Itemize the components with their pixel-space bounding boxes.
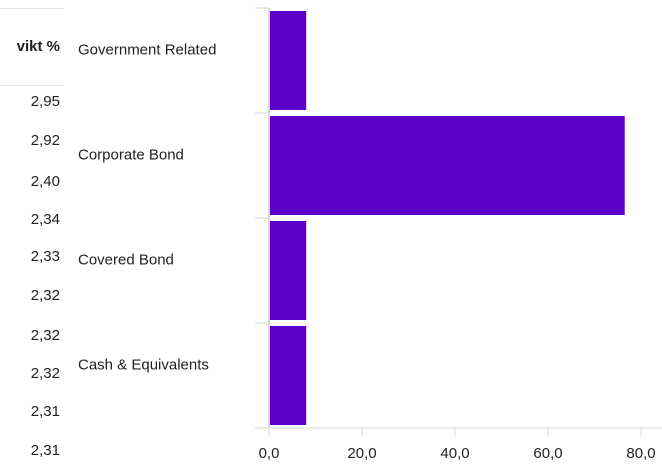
bar (269, 11, 307, 110)
weight-value: 2,31 (30, 442, 60, 459)
x-tick-label: 60,0 (533, 445, 562, 462)
weight-value: 2,40 (30, 173, 60, 190)
weight-value: 2,31 (30, 403, 60, 420)
category-label: Cash & Equivalents (78, 356, 209, 373)
weight-value: 2,92 (30, 132, 60, 149)
table-header-rule (0, 85, 64, 86)
x-tick-label: 0,0 (259, 445, 280, 462)
weight-value: 2,32 (30, 287, 60, 304)
weight-column-header: vikt % (16, 38, 60, 55)
table-top-rule (0, 8, 64, 9)
x-tick-label: 40,0 (440, 445, 469, 462)
weight-value: 2,95 (30, 93, 60, 110)
bar (269, 116, 625, 215)
x-tick-label: 80,0 (626, 445, 655, 462)
weight-table: vikt % 2,95 2,92 2,40 2,34 2,33 2,32 2,32 2,32 2… (0, 0, 64, 464)
bar (269, 326, 307, 425)
x-tick-label: 20,0 (347, 445, 376, 462)
category-label: Covered Bond (78, 251, 174, 268)
bar (269, 221, 307, 320)
category-label: Corporate Bond (78, 146, 184, 163)
weight-value: 2,32 (30, 327, 60, 344)
weight-value: 2,32 (30, 365, 60, 382)
category-label: Government Related (78, 41, 216, 58)
weight-value: 2,33 (30, 248, 60, 265)
weight-value: 2,34 (30, 211, 60, 228)
